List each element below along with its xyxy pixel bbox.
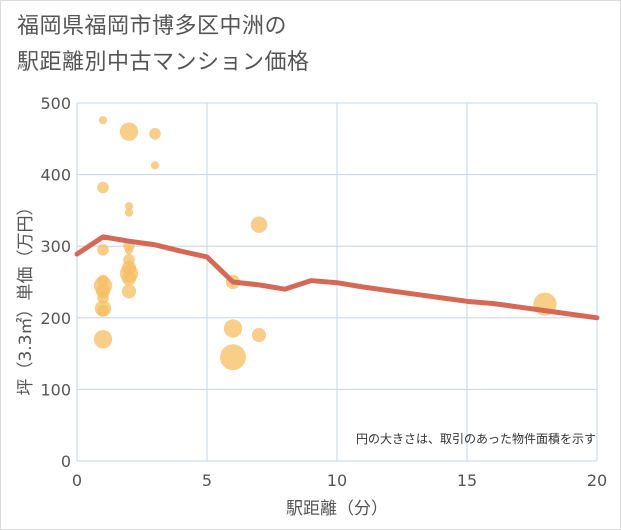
x-tick-label: 5 xyxy=(202,471,212,490)
bubble-layer xyxy=(93,116,557,371)
bubble-point xyxy=(119,122,139,141)
bubble-point xyxy=(223,319,243,338)
bubble-point xyxy=(250,216,268,233)
bubble-point xyxy=(93,330,113,349)
x-axis-label: 駅距離（分） xyxy=(286,499,388,519)
bubble-point xyxy=(149,127,161,140)
bubble-point xyxy=(97,181,109,194)
x-tick-label: 20 xyxy=(587,471,607,490)
bubble-point xyxy=(121,284,137,299)
bubble-point xyxy=(150,161,160,170)
x-tick-label: 10 xyxy=(327,471,347,490)
y-tick-label: 400 xyxy=(40,166,71,185)
average-price-line xyxy=(74,234,600,321)
x-tick-label: 15 xyxy=(457,471,477,490)
bubble-size-note: 円の大きさは、取引のあった物件面積を示す xyxy=(356,431,596,446)
y-tick-label: 200 xyxy=(40,309,71,328)
y-axis-label: 坪（3.3㎡）単価（万円） xyxy=(16,198,36,395)
y-tick-label: 0 xyxy=(61,452,71,471)
bubble-point xyxy=(220,344,246,371)
bubble-point xyxy=(97,304,109,317)
trend-line-layer xyxy=(74,234,600,321)
bubble-point xyxy=(97,243,109,256)
bubble-point xyxy=(124,208,134,217)
chart-title-line2: 駅距離別中古マンション価格 xyxy=(17,50,310,75)
bubble-point xyxy=(121,271,137,286)
bubble-point xyxy=(98,116,108,125)
chart-title-line1: 福岡県福岡市博多区中洲の xyxy=(17,14,288,39)
x-tick-label: 0 xyxy=(72,471,82,490)
y-tick-label: 300 xyxy=(40,237,71,256)
y-tick-label: 500 xyxy=(40,94,71,113)
bubble-point xyxy=(97,291,109,304)
chart-title: 福岡県福岡市博多区中洲の 駅距離別中古マンション価格 xyxy=(17,9,310,81)
y-tick-label: 100 xyxy=(40,380,71,399)
bubble-point xyxy=(251,327,267,343)
bubble-point xyxy=(124,202,134,211)
bubble-point xyxy=(124,246,134,255)
